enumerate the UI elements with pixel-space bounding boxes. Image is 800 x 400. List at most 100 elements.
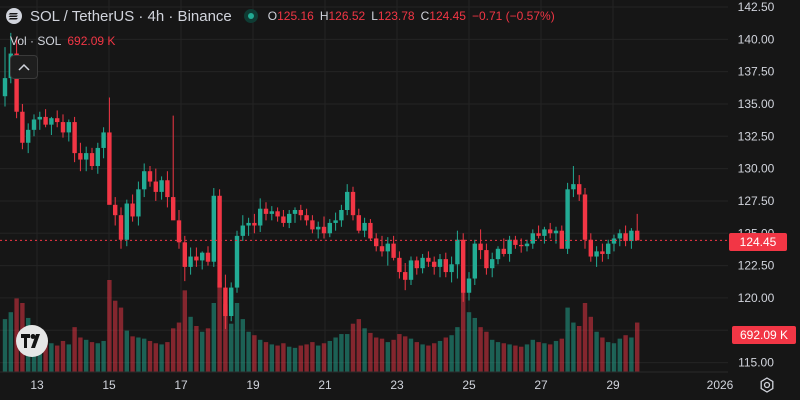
volume-bar[interactable]	[176, 322, 182, 372]
volume-bar[interactable]	[600, 337, 605, 373]
volume-bar[interactable]	[223, 304, 228, 372]
volume-bar[interactable]	[345, 334, 350, 372]
candle[interactable]	[60, 114, 66, 138]
candle[interactable]	[136, 181, 141, 226]
volume-bar[interactable]	[507, 344, 512, 372]
volume-bar[interactable]	[316, 345, 321, 372]
volume-bar[interactable]	[205, 328, 211, 372]
candle[interactable]	[629, 228, 634, 249]
candle[interactable]	[449, 256, 454, 283]
volume-bar[interactable]	[171, 328, 176, 372]
volume-bar[interactable]	[258, 339, 263, 372]
candle[interactable]	[345, 184, 350, 216]
candle[interactable]	[327, 219, 332, 238]
candle[interactable]	[374, 233, 379, 252]
candle[interactable]	[611, 234, 617, 252]
candle[interactable]	[263, 202, 269, 221]
volume-bar[interactable]	[495, 342, 501, 372]
candle[interactable]	[588, 233, 593, 262]
volume-bar[interactable]	[426, 345, 431, 372]
candle[interactable]	[548, 222, 553, 239]
price-axis[interactable]: 142.50 140.00 137.50 135.00 132.50 130.00 127.…	[738, 0, 775, 370]
candle[interactable]	[287, 210, 292, 229]
volume-bar[interactable]	[298, 345, 303, 372]
tradingview-logo-icon[interactable]	[16, 325, 48, 357]
candle[interactable]	[269, 206, 274, 221]
volume-bar[interactable]	[542, 343, 547, 372]
volume-bar[interactable]	[414, 342, 419, 372]
volume-bar[interactable]	[246, 331, 251, 372]
candle[interactable]	[211, 188, 216, 267]
volume-bar[interactable]	[472, 317, 477, 372]
volume-bar[interactable]	[420, 344, 425, 372]
candle[interactable]	[478, 229, 483, 260]
candle[interactable]	[408, 256, 414, 285]
volume-bar[interactable]	[234, 303, 240, 372]
candle[interactable]	[72, 116, 77, 163]
candle[interactable]	[466, 272, 472, 301]
gear-icon[interactable]	[758, 376, 776, 394]
candle[interactable]	[553, 226, 559, 244]
candle[interactable]	[113, 197, 118, 226]
candle[interactable]	[606, 239, 611, 260]
volume-bar[interactable]	[55, 345, 60, 372]
candle[interactable]	[281, 210, 286, 227]
candle[interactable]	[84, 146, 89, 172]
candle[interactable]	[379, 235, 385, 257]
candle[interactable]	[617, 229, 622, 247]
volume-bar[interactable]	[153, 343, 158, 372]
candle[interactable]	[223, 274, 228, 329]
volume-bar[interactable]	[530, 339, 535, 372]
candle[interactable]	[432, 256, 437, 275]
volume-bar[interactable]	[385, 342, 390, 372]
volume-bar[interactable]	[443, 337, 448, 373]
candle[interactable]	[559, 225, 564, 249]
volume-bar[interactable]	[629, 337, 634, 373]
candle[interactable]	[165, 171, 170, 208]
candle[interactable]	[513, 235, 518, 249]
candle[interactable]	[43, 109, 48, 128]
candle[interactable]	[171, 115, 176, 221]
candle[interactable]	[292, 207, 298, 223]
candle[interactable]	[240, 215, 245, 242]
volume-bar[interactable]	[362, 328, 367, 372]
volume-bar[interactable]	[571, 322, 576, 372]
volume-bar[interactable]	[455, 327, 460, 372]
volume-bar[interactable]	[513, 345, 518, 372]
volume-bar[interactable]	[101, 340, 106, 372]
volume-bar[interactable]	[617, 338, 622, 372]
candle[interactable]	[66, 119, 71, 142]
candle[interactable]	[571, 166, 576, 198]
volume-bar[interactable]	[182, 290, 187, 372]
candle[interactable]	[623, 225, 628, 247]
volume-bar[interactable]	[461, 291, 466, 373]
candle[interactable]	[490, 252, 495, 278]
candle[interactable]	[530, 229, 535, 249]
candle[interactable]	[582, 188, 588, 249]
candle[interactable]	[391, 235, 396, 261]
candle[interactable]	[368, 219, 373, 242]
volume-bar[interactable]	[240, 319, 245, 372]
candle[interactable]	[577, 175, 582, 201]
volume-bar[interactable]	[611, 343, 617, 372]
volume-bar[interactable]	[124, 330, 129, 372]
volume-bar[interactable]	[356, 319, 361, 372]
volume-bar[interactable]	[252, 335, 257, 372]
candle[interactable]	[298, 204, 303, 221]
volume-bar[interactable]	[78, 337, 83, 373]
candle[interactable]	[594, 246, 599, 267]
volume-bar[interactable]	[379, 338, 385, 372]
volume-bar[interactable]	[159, 344, 164, 372]
candle[interactable]	[536, 225, 541, 239]
volume-bar[interactable]	[292, 347, 298, 372]
candle[interactable]	[95, 142, 100, 174]
candle[interactable]	[397, 251, 402, 279]
volume-bar[interactable]	[142, 338, 147, 372]
candle[interactable]	[101, 127, 106, 159]
volume-bar[interactable]	[606, 342, 611, 372]
volume-bar[interactable]	[49, 343, 54, 372]
candle[interactable]	[455, 230, 460, 279]
volume-bar[interactable]	[524, 344, 530, 372]
